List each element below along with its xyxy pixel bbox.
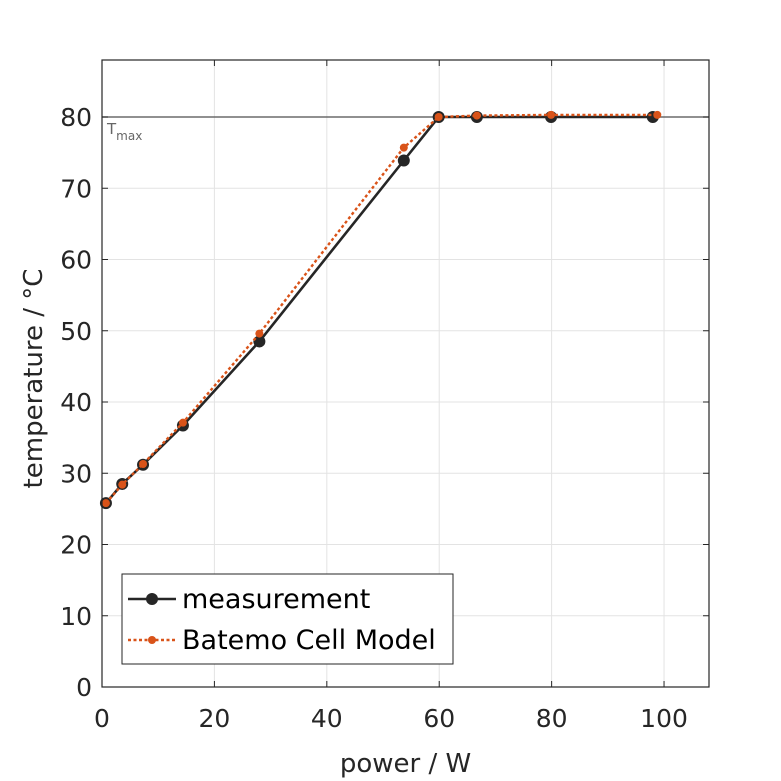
y-tick-label: 30 — [60, 459, 92, 488]
y-tick-label: 50 — [60, 317, 92, 346]
y-axis-label: temperature / °C — [19, 269, 49, 489]
x-tick-label: 20 — [199, 704, 231, 733]
series-line-measurement — [104, 115, 653, 505]
x-tick-label: 60 — [423, 704, 455, 733]
x-tick-label: 80 — [536, 704, 568, 733]
legend-label-batemo-cell-model: Batemo Cell Model — [182, 625, 436, 656]
legend: measurement Batemo Cell Model — [121, 573, 454, 665]
legend-label-measurement: measurement — [182, 584, 370, 615]
plot-area-border — [101, 59, 710, 688]
x-tick-label: 40 — [311, 704, 343, 733]
legend-box — [121, 573, 454, 665]
data-point-measurement — [397, 154, 410, 167]
y-tick-label: 40 — [60, 388, 92, 417]
legend-marker-measurement — [146, 593, 158, 605]
data-point-batemo-cell-model — [472, 111, 481, 120]
x-tick-label: 0 — [94, 704, 110, 733]
tmax-annotation-main: T — [106, 120, 117, 138]
data-point-batemo-cell-model — [434, 113, 443, 121]
data-point-measurement — [253, 335, 266, 348]
data-point-batemo-cell-model — [653, 110, 662, 119]
y-tick-label: 10 — [60, 602, 92, 631]
y-tick-label: 80 — [60, 103, 92, 132]
legend-marker-batemo-cell-model — [148, 636, 156, 644]
y-tick-label: 0 — [76, 673, 92, 702]
data-point-batemo-cell-model — [139, 459, 148, 468]
y-tick-label: 20 — [60, 531, 92, 560]
data-point-batemo-cell-model — [399, 143, 408, 152]
axis-ticks: 0 20 40 60 80 100 0 10 20 30 40 50 60 70 80 — [60, 60, 709, 733]
data-point-batemo-cell-model — [178, 418, 187, 427]
series-line-batemo-cell-model — [104, 113, 658, 504]
data-point-batemo-cell-model — [547, 110, 556, 119]
x-tick-label: 100 — [640, 704, 688, 733]
y-tick-label: 60 — [60, 246, 92, 275]
data-point-batemo-cell-model — [101, 499, 110, 508]
tmax-annotation-sub: max — [116, 129, 142, 143]
x-axis-label: power / W — [340, 749, 471, 779]
data-point-batemo-cell-model — [255, 329, 264, 338]
series-layer — [99, 110, 662, 510]
tmax-annotation: Tmax — [106, 120, 142, 143]
y-tick-label: 70 — [60, 174, 92, 203]
data-point-batemo-cell-model — [118, 480, 127, 489]
